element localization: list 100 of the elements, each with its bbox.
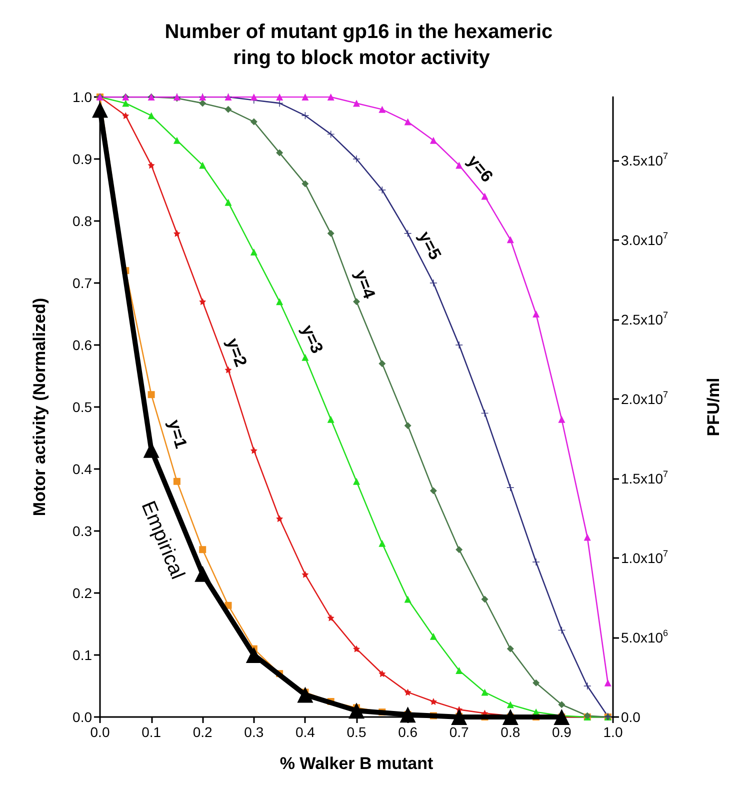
point [430,698,437,705]
point [122,112,130,120]
x-axis-title: % Walker B mutant [280,754,434,773]
x-tick-label: 0.5 [346,724,366,740]
y-tick-label: 0.1 [72,647,92,663]
point [276,94,284,100]
text: y=2 [222,336,251,370]
point [276,298,284,306]
point [404,596,412,603]
point [430,487,437,494]
y2-tick-label: 0.0 [621,709,641,725]
text: y=5 [414,228,445,263]
point [173,478,180,485]
point [250,248,258,256]
point [327,94,334,100]
point [302,94,309,100]
x-tick-label: 0.2 [192,724,213,740]
text: y=6 [464,152,497,186]
point [481,688,488,696]
point [532,558,540,566]
x-tick-label: 0.0 [90,724,110,740]
point [558,701,566,708]
point [122,100,130,107]
point [348,702,364,719]
point [456,546,463,554]
text: y=1 [164,418,191,451]
point [604,679,612,686]
point [378,540,386,547]
x-tick-label: 0.8 [500,724,520,740]
point [148,112,155,120]
point [276,515,284,522]
x-tick-label: 0.3 [244,724,264,740]
point [532,679,540,686]
point [297,686,314,703]
point [353,100,360,107]
point [250,118,258,126]
point [276,149,284,156]
x-tick-label: 0.6 [398,724,418,740]
point [224,106,232,113]
y-tick-label: 0.2 [72,585,92,601]
point [353,478,360,485]
point [199,100,206,107]
point [378,186,386,194]
point [194,566,211,582]
point [353,645,360,652]
y-tick-label: 0.5 [72,399,92,415]
point [92,102,108,118]
y-tick-label: 0.7 [72,275,92,291]
point [584,534,591,541]
point [302,354,309,361]
point [148,162,155,169]
point [532,310,540,318]
point [148,391,155,398]
point [327,230,334,237]
x-tick-label: 0.1 [142,724,162,740]
point [506,236,514,244]
y-tick-label: 0.8 [72,213,92,229]
point [554,709,570,725]
y-tick-label: 0.4 [72,461,92,477]
point [404,688,412,696]
point [378,670,386,678]
point [430,632,437,640]
point [558,416,566,423]
point [327,614,334,622]
point [199,162,206,169]
point [456,342,463,348]
y-tick-label: 0.0 [72,709,92,725]
point [302,570,309,578]
x-tick-label: 1.0 [603,724,623,740]
point [250,446,258,454]
point [481,192,488,200]
y-tick-label: 1.0 [72,89,92,105]
point [353,156,360,162]
point [173,230,180,237]
text: y=4 [350,267,380,302]
point [378,106,386,113]
chart-title: Number of mutant gp16 in the hexameric ring to block motor activity [164,21,558,69]
point [327,416,334,423]
point [506,645,514,652]
point [456,667,463,674]
point [302,180,309,188]
point [584,682,591,690]
x-tick-label: 0.7 [449,724,470,740]
point [404,118,412,126]
point [430,280,437,286]
point [506,701,514,708]
y-axis-title: Motor activity (Normalized) [30,298,49,516]
y-tick-label: 0.3 [72,523,92,539]
point [250,94,258,100]
point [173,136,180,144]
point [404,422,412,430]
y-tick-label: 0.6 [72,337,92,353]
point [276,100,284,107]
point [246,647,262,663]
point [430,136,437,144]
x-tick-label: 0.4 [295,724,316,740]
point [456,162,463,169]
point [400,706,416,723]
y2-axis-title: PFU/ml [704,378,723,436]
point [502,709,518,725]
